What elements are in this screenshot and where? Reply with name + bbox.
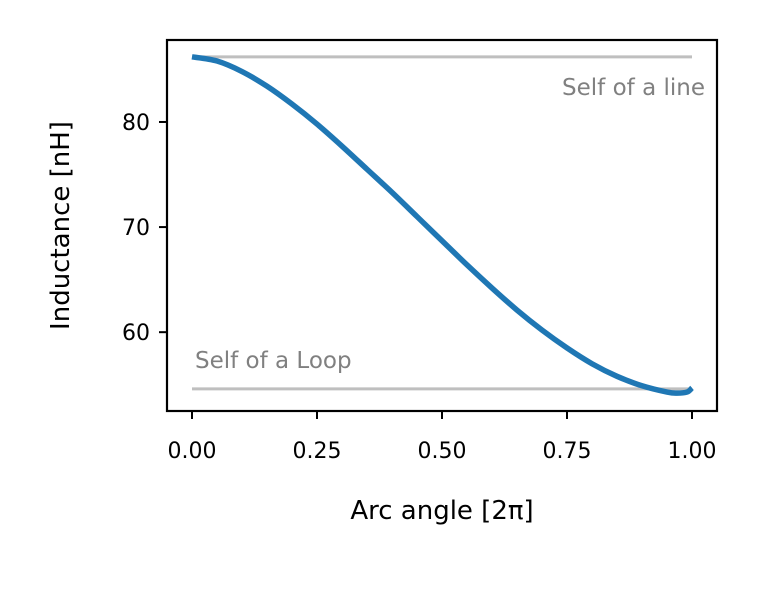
series-line-0: [191, 54, 694, 396]
y-tick-label: 70: [122, 216, 150, 241]
x-tick-label: 0.50: [418, 439, 467, 464]
annotations: Self of a line Self of a Loop: [195, 75, 705, 374]
y-axis: 60 70 80: [122, 111, 167, 346]
y-axis-label: Inductance [nH]: [46, 121, 76, 330]
x-axis-label: Arc angle [2π]: [350, 496, 533, 526]
annotation-self-of-a-loop: Self of a Loop: [195, 348, 352, 374]
y-tick-label: 80: [122, 111, 150, 136]
x-axis: 0.00 0.25 0.50 0.75 1.00: [168, 411, 717, 464]
x-tick-label: 1.00: [668, 439, 717, 464]
x-tick-label: 0.00: [168, 439, 217, 464]
y-tick-label: 60: [122, 321, 150, 346]
x-tick-label: 0.75: [543, 439, 592, 464]
reference-lines: [192, 55, 692, 391]
x-tick-label: 0.25: [293, 439, 342, 464]
annotation-self-of-a-line: Self of a line: [562, 75, 705, 101]
series-layer: [191, 54, 694, 396]
